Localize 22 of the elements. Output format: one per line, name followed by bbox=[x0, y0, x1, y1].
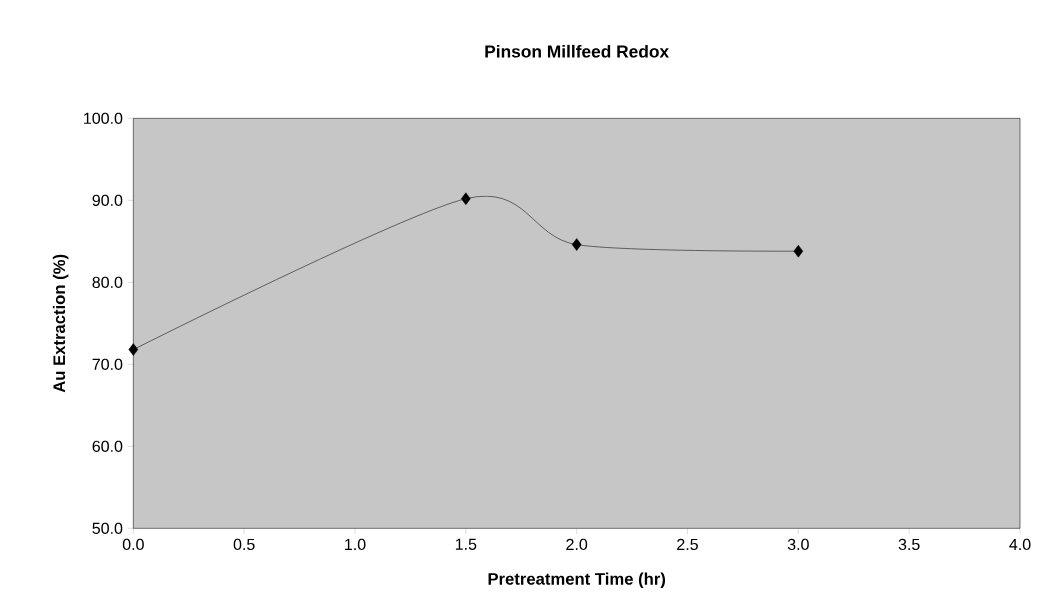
y-tick-label: 80.0 bbox=[92, 276, 123, 288]
point bbox=[128, 343, 139, 356]
point bbox=[793, 244, 804, 258]
x-tick-label: 1.0 bbox=[345, 538, 366, 551]
y-tick-label: 70.0 bbox=[92, 358, 123, 370]
y-axis-title: Au Extraction (%) bbox=[52, 254, 69, 393]
y-tick-label: 50.0 bbox=[92, 522, 123, 534]
y-tick-label: 90.0 bbox=[92, 194, 123, 206]
y-tick-label: 60.0 bbox=[92, 440, 123, 452]
x-tick-label: 3.5 bbox=[898, 538, 920, 551]
x-tick-label: 0.0 bbox=[122, 538, 144, 551]
x-tick-label: 2.5 bbox=[677, 538, 698, 551]
x-tick-label: 1.5 bbox=[455, 538, 477, 550]
x-tick-label: 0.5 bbox=[233, 538, 255, 551]
point bbox=[461, 192, 471, 205]
y-tick-label: 100.0 bbox=[84, 112, 123, 124]
x-tick-label: 3.0 bbox=[787, 538, 809, 551]
x-tick-label: 4.0 bbox=[1009, 538, 1031, 551]
x-tick-label: 2.0 bbox=[566, 538, 588, 551]
x-axis-title: Pretreatment Time (hr) bbox=[488, 572, 666, 589]
point bbox=[571, 238, 582, 251]
chart-title: Pinson Millfeed Redox bbox=[485, 44, 669, 58]
